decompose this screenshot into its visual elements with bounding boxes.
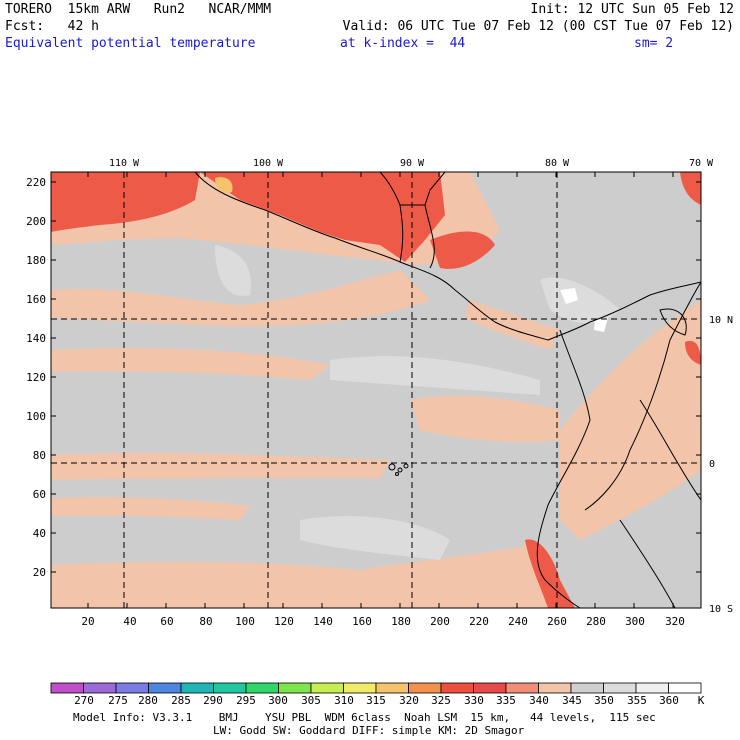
colorbar-label: 300: [268, 694, 288, 707]
colorbar-label: 275: [108, 694, 128, 707]
y-tick-label: 60: [33, 488, 46, 501]
colorbar-swatch: [148, 682, 182, 694]
colorbar-label: 290: [203, 694, 223, 707]
lon-label: 70 W: [689, 158, 714, 169]
valid-time: Valid: 06 UTC Tue 07 Feb 12 (00 CST Tue …: [342, 19, 734, 34]
colorbar-swatch: [278, 682, 312, 694]
y-index-labels: 220 200 180 160 140 120 100 80 60 40 20: [26, 176, 46, 579]
x-tick-label: 140: [313, 615, 333, 628]
y-tick-label: 180: [26, 254, 46, 267]
colorbar-swatch: [115, 682, 149, 694]
physics-info: LW: Godd SW: Goddard DIFF: simple KM: 2D…: [213, 724, 525, 737]
y-tick-label: 40: [33, 527, 46, 540]
colorbar-swatch: [668, 682, 702, 694]
colorbar-swatch: [603, 682, 637, 694]
colorbar-swatch: [375, 682, 409, 694]
x-index-labels: 20 40 60 80 100 120 140 160 180 200 220 …: [81, 615, 685, 628]
colorbar-swatch: [473, 682, 507, 694]
colorbar-label: 360: [659, 694, 679, 707]
y-tick-label: 20: [33, 566, 46, 579]
colorbar-swatch: [245, 682, 279, 694]
colorbar-label: 325: [431, 694, 451, 707]
y-tick-label: 80: [33, 449, 46, 462]
x-tick-label: 60: [160, 615, 173, 628]
init-time: Init: 12 UTC Sun 05 Feb 12: [530, 2, 735, 17]
colorbar-labels: 270 275 280 285 290 295 300 305 310 315 …: [74, 694, 705, 707]
x-tick-label: 280: [586, 615, 606, 628]
lat-label: 10 S: [709, 604, 733, 615]
colorbar-swatch: [440, 682, 474, 694]
lat-label: 10 N: [709, 315, 733, 326]
x-tick-label: 200: [430, 615, 450, 628]
x-tick-label: 180: [391, 615, 411, 628]
smoothing-value: sm= 2: [634, 36, 674, 51]
x-tick-label: 20: [81, 615, 94, 628]
lon-label: 80 W: [545, 158, 570, 169]
colorbar-swatch: [180, 682, 214, 694]
colorbar-label: 295: [236, 694, 256, 707]
colorbar-swatch: [343, 682, 377, 694]
x-tick-label: 100: [235, 615, 255, 628]
x-tick-label: 120: [274, 615, 294, 628]
lon-label: 110 W: [109, 158, 140, 169]
y-tick-label: 200: [26, 215, 46, 228]
x-tick-label: 160: [352, 615, 372, 628]
x-tick-label: 40: [123, 615, 136, 628]
x-tick-label: 80: [199, 615, 212, 628]
colorbar-swatch: [408, 682, 442, 694]
model-info: Model Info: V3.3.1 BMJ YSU PBL WDM 6clas…: [73, 711, 656, 724]
colorbar-swatch: [83, 682, 117, 694]
colorbar-swatch: [505, 682, 539, 694]
theta-e-field: [51, 172, 701, 608]
longitude-labels: 110 W 100 W 90 W 80 W 70 W: [109, 158, 714, 169]
latitude-labels: 10 N 0 10 S: [709, 315, 733, 615]
colorbar-swatch: [213, 682, 247, 694]
colorbar-label: 320: [399, 694, 419, 707]
colorbar-swatch: [310, 682, 344, 694]
lat-label: 0: [709, 459, 715, 470]
x-tick-label: 300: [625, 615, 645, 628]
y-tick-label: 140: [26, 332, 46, 345]
colorbar-label: 280: [138, 694, 158, 707]
x-tick-label: 240: [508, 615, 528, 628]
forecast-hour: Fcst: 42 h: [5, 19, 99, 34]
y-tick-label: 220: [26, 176, 46, 189]
colorbar-label: 345: [562, 694, 582, 707]
x-tick-label: 220: [469, 615, 489, 628]
colorbar-swatch: [50, 682, 84, 694]
x-tick-label: 320: [665, 615, 685, 628]
colorbar-label: 330: [464, 694, 484, 707]
graticule: [51, 172, 701, 608]
plot-frame: [50, 171, 702, 609]
axis-ticks: [51, 172, 701, 608]
y-tick-label: 120: [26, 371, 46, 384]
lon-label: 90 W: [400, 158, 425, 169]
colorbar-unit: K: [698, 694, 705, 707]
colorbar-label: 285: [171, 694, 191, 707]
colorbar-label: 340: [529, 694, 549, 707]
colorbar-label: 315: [366, 694, 386, 707]
colorbar-label: 350: [594, 694, 614, 707]
colorbar-label: 305: [301, 694, 321, 707]
colorbar: [50, 682, 702, 694]
colorbar-swatch: [538, 682, 572, 694]
colorbar-label: 355: [627, 694, 647, 707]
y-tick-label: 160: [26, 293, 46, 306]
colorbar-label: 310: [334, 694, 354, 707]
field-name: Equivalent potential temperature: [5, 36, 256, 51]
colorbar-label: 270: [74, 694, 94, 707]
x-tick-label: 260: [547, 615, 567, 628]
colorbar-swatch: [635, 682, 669, 694]
model-title: TORERO 15km ARW Run2 NCAR/MMM: [5, 2, 272, 17]
colorbar-swatch: [570, 682, 604, 694]
coastlines: [194, 172, 701, 608]
level-index: at k-index = 44: [340, 36, 466, 51]
lon-label: 100 W: [253, 158, 284, 169]
y-tick-label: 100: [26, 410, 46, 423]
colorbar-label: 335: [496, 694, 516, 707]
